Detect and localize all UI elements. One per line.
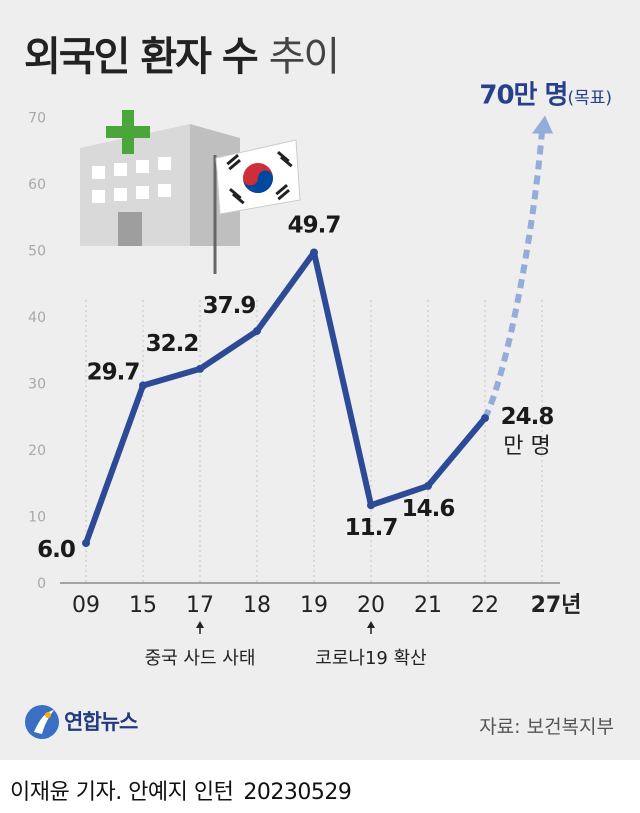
x-tick-label: 21 <box>414 593 442 618</box>
green-cross-icon <box>106 110 150 154</box>
logo-text: 연합뉴스 <box>64 710 138 734</box>
data-label: 24.8 <box>501 404 554 430</box>
unit-label: 만 명 <box>503 434 550 459</box>
series-line <box>83 249 488 547</box>
y-tick-label: 40 <box>28 310 46 326</box>
yonhap-logo: 연합뉴스 <box>22 702 172 744</box>
annotation-arrowhead-icon <box>367 621 375 628</box>
hospital-building-icon <box>80 124 190 246</box>
data-point <box>253 326 261 335</box>
event-annotation: 중국 사드 사태 <box>145 648 256 669</box>
credit-date: 20230529 <box>243 780 352 805</box>
target-value: 70만 명 <box>479 81 567 111</box>
target-arrowhead-icon <box>532 115 553 134</box>
target-note: (목표) <box>567 89 612 109</box>
x-tick-label-target: 27년 <box>531 593 582 618</box>
y-tick-label: 50 <box>28 244 46 260</box>
title-suffix: 추이 <box>268 34 341 80</box>
annotation-arrowhead-icon <box>196 621 204 628</box>
data-point <box>424 481 432 490</box>
y-tick-label: 60 <box>28 177 46 193</box>
hospital-windows <box>92 157 171 203</box>
data-label: 29.7 <box>87 359 140 385</box>
data-label: 37.9 <box>203 293 256 319</box>
y-tick-label: 20 <box>28 443 46 459</box>
data-label: 6.0 <box>37 537 75 563</box>
x-tick-label: 20 <box>357 593 385 618</box>
x-tick-label: 15 <box>129 593 157 618</box>
x-tick-label: 09 <box>72 593 100 618</box>
page-title: 외국인 환자 수 추이 <box>24 24 341 82</box>
title-main: 외국인 환자 수 <box>24 34 259 80</box>
data-label: 14.6 <box>402 496 455 522</box>
credit-name: 이재윤 기자. 안예지 인턴 <box>10 780 234 805</box>
x-tick-label: 19 <box>300 593 328 618</box>
line-chart: 0 10 20 30 40 50 60 70 09 15 17 18 19 20 21 22 27년 6.0 2… <box>28 81 612 670</box>
credit-line: 이재윤 기자. 안예지 인턴 20230529 <box>10 774 361 806</box>
data-point <box>196 364 204 373</box>
yonhap-logo-icon <box>25 705 59 739</box>
data-point <box>367 501 375 510</box>
data-point <box>139 381 147 390</box>
y-tick-label: 30 <box>28 377 46 393</box>
y-tick-label: 0 <box>37 576 46 592</box>
x-tick-label: 17 <box>186 593 214 618</box>
korean-flag-icon <box>215 139 301 215</box>
x-tick-label: 22 <box>471 593 499 618</box>
x-tick-label: 18 <box>243 593 271 618</box>
target-label: 70만 명(목표) <box>479 81 612 111</box>
data-point <box>310 248 318 257</box>
data-point <box>82 539 90 548</box>
hospital-illustration <box>80 110 301 274</box>
event-annotation: 코로나19 확산 <box>315 648 426 669</box>
source-text: 자료: 보건복지부 <box>479 716 614 738</box>
data-label: 32.2 <box>146 331 199 357</box>
data-point <box>481 414 489 423</box>
y-tick-label: 70 <box>28 111 46 127</box>
data-label: 11.7 <box>345 515 398 541</box>
target-arrow <box>482 131 545 420</box>
y-tick-label: 10 <box>28 510 46 526</box>
data-label: 49.7 <box>288 212 341 238</box>
hospital-door <box>118 212 142 246</box>
